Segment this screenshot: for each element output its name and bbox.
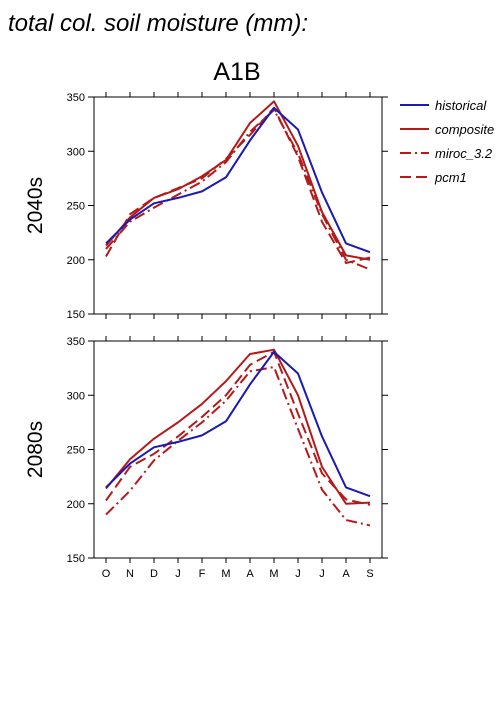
x-tick-label: J (175, 568, 181, 580)
plot-frame (93, 96, 383, 315)
x-tick-label: A (246, 568, 254, 580)
legend-item: composite (400, 122, 494, 137)
scenario-title: A1B (213, 58, 260, 86)
series-line-historical (105, 350, 371, 498)
panel-2080s: 150 200 250 300 350 O N D J F M A M J J A S 2080s (24, 336, 388, 580)
y-tick-label: 350 (67, 336, 85, 348)
y-tick-label: 350 (67, 92, 85, 104)
x-tick-label: M (269, 568, 278, 580)
series-line-pcm1 (105, 350, 371, 506)
series-line-pcm1 (105, 106, 371, 265)
panel-label: 2080s (24, 421, 47, 478)
y-tick-label: 200 (67, 255, 85, 267)
panel-2040s: 150 200 250 300 350 2040s (24, 92, 388, 321)
chart-panels: 150 200 250 300 350 2040s 150 200 250 300 350 O N D J F… (24, 92, 388, 580)
x-tick-label: S (366, 568, 373, 580)
figure-title: total col. soil moisture (mm): (8, 10, 308, 37)
y-tick-label: 250 (67, 445, 85, 457)
y-tick-label: 150 (67, 553, 85, 565)
y-tick-label: 150 (67, 309, 85, 321)
x-tick-label: J (295, 568, 301, 580)
series-line-miroc-3-2 (105, 366, 371, 527)
y-tick-label: 300 (67, 146, 85, 158)
y-tick-label: 250 (67, 201, 85, 213)
y-tick-label: 300 (67, 390, 85, 402)
x-tick-label: M (221, 568, 230, 580)
panel-label: 2040s (24, 177, 47, 234)
legend: historical composite miroc_3.2 pcm1 (400, 98, 494, 185)
legend-label: pcm1 (434, 170, 467, 185)
y-tick-label: 200 (67, 499, 85, 511)
x-tick-label: A (342, 568, 350, 580)
x-tick-label: J (319, 568, 325, 580)
series-line-historical (105, 106, 371, 254)
plot-frame (93, 340, 383, 559)
series-line-composite (105, 348, 371, 505)
legend-label: miroc_3.2 (435, 146, 493, 161)
legend-label: composite (435, 122, 494, 137)
legend-item: historical (400, 98, 487, 113)
legend-label: historical (435, 98, 487, 113)
x-tick-label: F (199, 568, 206, 580)
legend-item: miroc_3.2 (400, 146, 493, 161)
series-line-miroc-3-2 (105, 109, 371, 271)
series-line-composite (105, 100, 371, 261)
legend-item: pcm1 (400, 170, 467, 185)
x-tick-label: D (150, 568, 158, 580)
x-tick-label: O (102, 568, 111, 580)
x-tick-label: N (126, 568, 134, 580)
